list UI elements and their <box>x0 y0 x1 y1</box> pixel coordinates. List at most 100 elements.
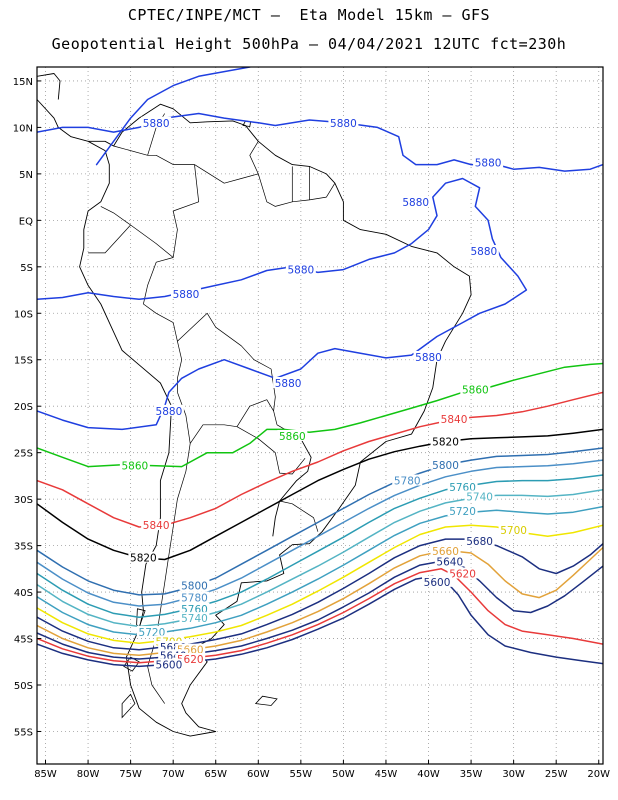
contour-label-bg <box>136 626 167 638</box>
lon-tick-label: 85W <box>34 769 57 780</box>
country-border <box>194 141 259 184</box>
contour-label-bg <box>392 474 423 486</box>
lat-tick-label: 30S <box>14 495 33 506</box>
contour-label-5820: 5820 <box>130 553 157 565</box>
contour-label-5780: 5780 <box>394 476 421 488</box>
lat-tick-label: 55S <box>14 727 33 738</box>
contour-label-bg <box>170 287 201 299</box>
contour-label-bg <box>141 116 172 128</box>
island <box>203 51 214 55</box>
contour-5620 <box>37 568 603 664</box>
lat-tick-label: 5S <box>20 263 33 274</box>
contour-label-bg <box>464 490 495 502</box>
country-border <box>88 224 131 254</box>
contour-label-bg <box>439 413 470 425</box>
contour-label-5840: 5840 <box>143 520 170 532</box>
contour-label-bg <box>119 459 150 471</box>
contour-label-5840: 5840 <box>441 414 468 426</box>
contour-5840 <box>37 391 603 528</box>
contour-label-bg <box>175 643 206 655</box>
lon-tick-label: 70W <box>162 769 185 780</box>
contour-5680 <box>37 538 603 651</box>
contour-label-5720: 5720 <box>449 506 476 518</box>
contour-label-5880: 5880 <box>156 406 183 418</box>
contour-label-bg <box>498 523 529 535</box>
lon-tick-label: 50W <box>332 769 355 780</box>
contour-label-5860: 5860 <box>279 431 306 443</box>
contour-label-5740: 5740 <box>466 491 493 503</box>
contour-label-5880: 5880 <box>415 352 442 364</box>
contour-label-bg <box>158 649 189 661</box>
country-border <box>100 145 200 258</box>
contour-label-bg <box>400 195 431 207</box>
contour-label-bg <box>179 591 210 603</box>
chart-title-line1: CPTEC/INPE/MCT – Eta Model 15km – GFS <box>127 6 491 24</box>
lat-tick-label: 5N <box>19 170 33 181</box>
land-outlines <box>37 51 472 737</box>
contour-label-5880: 5880 <box>143 118 170 130</box>
contour-label-bg <box>285 263 316 275</box>
contour-label-5820: 5820 <box>432 437 459 449</box>
contour-label-bg <box>328 116 359 128</box>
contour-5700 <box>37 524 603 644</box>
contour-label-bg <box>447 505 478 517</box>
contour-label-bg <box>158 640 189 652</box>
lon-tick-label: 55W <box>290 769 313 780</box>
lat-tick-label: 35S <box>14 542 33 553</box>
contour-label-5860: 5860 <box>122 461 149 473</box>
country-border <box>143 257 183 393</box>
country-border <box>177 312 278 425</box>
lat-tick-label: 40S <box>14 588 33 599</box>
contour-lines <box>37 67 603 668</box>
contour-label-bg <box>153 635 184 647</box>
contour-5660 <box>37 546 603 657</box>
contour-label-bg <box>422 575 453 587</box>
chart-title-line2: Geopotential Height 500hPa – 04/04/2021 … <box>51 35 567 53</box>
contour-label-5620: 5620 <box>449 568 476 580</box>
contour-label-bg <box>447 481 478 493</box>
contour-label-bg <box>153 658 184 670</box>
contour-label-5740: 5740 <box>181 613 208 625</box>
lon-tick-label: 60W <box>247 769 270 780</box>
contour-label-bg <box>430 458 461 470</box>
contour-5860 <box>37 362 603 468</box>
contour-5880 <box>37 177 528 431</box>
contour-label-bg <box>473 156 504 168</box>
contour-label-5600: 5600 <box>424 577 451 589</box>
lat-tick-label: 15S <box>14 356 33 367</box>
contour-label-bg <box>434 555 465 567</box>
contour-label-bg <box>447 567 478 579</box>
contour-5800 <box>37 447 603 596</box>
contour-label-5800: 5800 <box>181 581 208 593</box>
contour-label-5880: 5880 <box>330 118 357 130</box>
contour-label-5660: 5660 <box>432 546 459 558</box>
contour-label-5800: 5800 <box>432 460 459 472</box>
contour-5600 <box>37 575 603 668</box>
island <box>254 695 278 706</box>
contour-label-5700: 5700 <box>500 525 527 537</box>
lon-tick-label: 65W <box>204 769 227 780</box>
contour-label-bg <box>413 350 444 362</box>
contour-label-bg <box>179 579 210 591</box>
contour-label-bg <box>179 602 210 614</box>
contour-5720 <box>37 505 603 636</box>
contour-label-bg <box>460 383 491 395</box>
contour-label-5880: 5880 <box>402 197 429 209</box>
contour-5640 <box>37 559 603 660</box>
contour-label-bg <box>430 545 461 557</box>
lat-tick-label: 45S <box>14 635 33 646</box>
contour-label-bg <box>430 435 461 447</box>
island <box>123 656 140 672</box>
country-border <box>257 173 336 207</box>
map-frame <box>36 66 604 765</box>
contour-5820 <box>37 428 603 561</box>
contour-label-5880: 5880 <box>275 378 302 390</box>
contour-label-bg <box>153 404 184 416</box>
contour-5880 <box>37 112 603 172</box>
lat-tick-label: 20S <box>14 402 33 413</box>
contour-label-5880: 5880 <box>173 289 200 301</box>
lon-tick-label: 40W <box>417 769 440 780</box>
contour-label-5780: 5780 <box>181 593 208 605</box>
contour-label-bg <box>468 245 499 257</box>
lat-tick-label: 25S <box>14 449 33 460</box>
